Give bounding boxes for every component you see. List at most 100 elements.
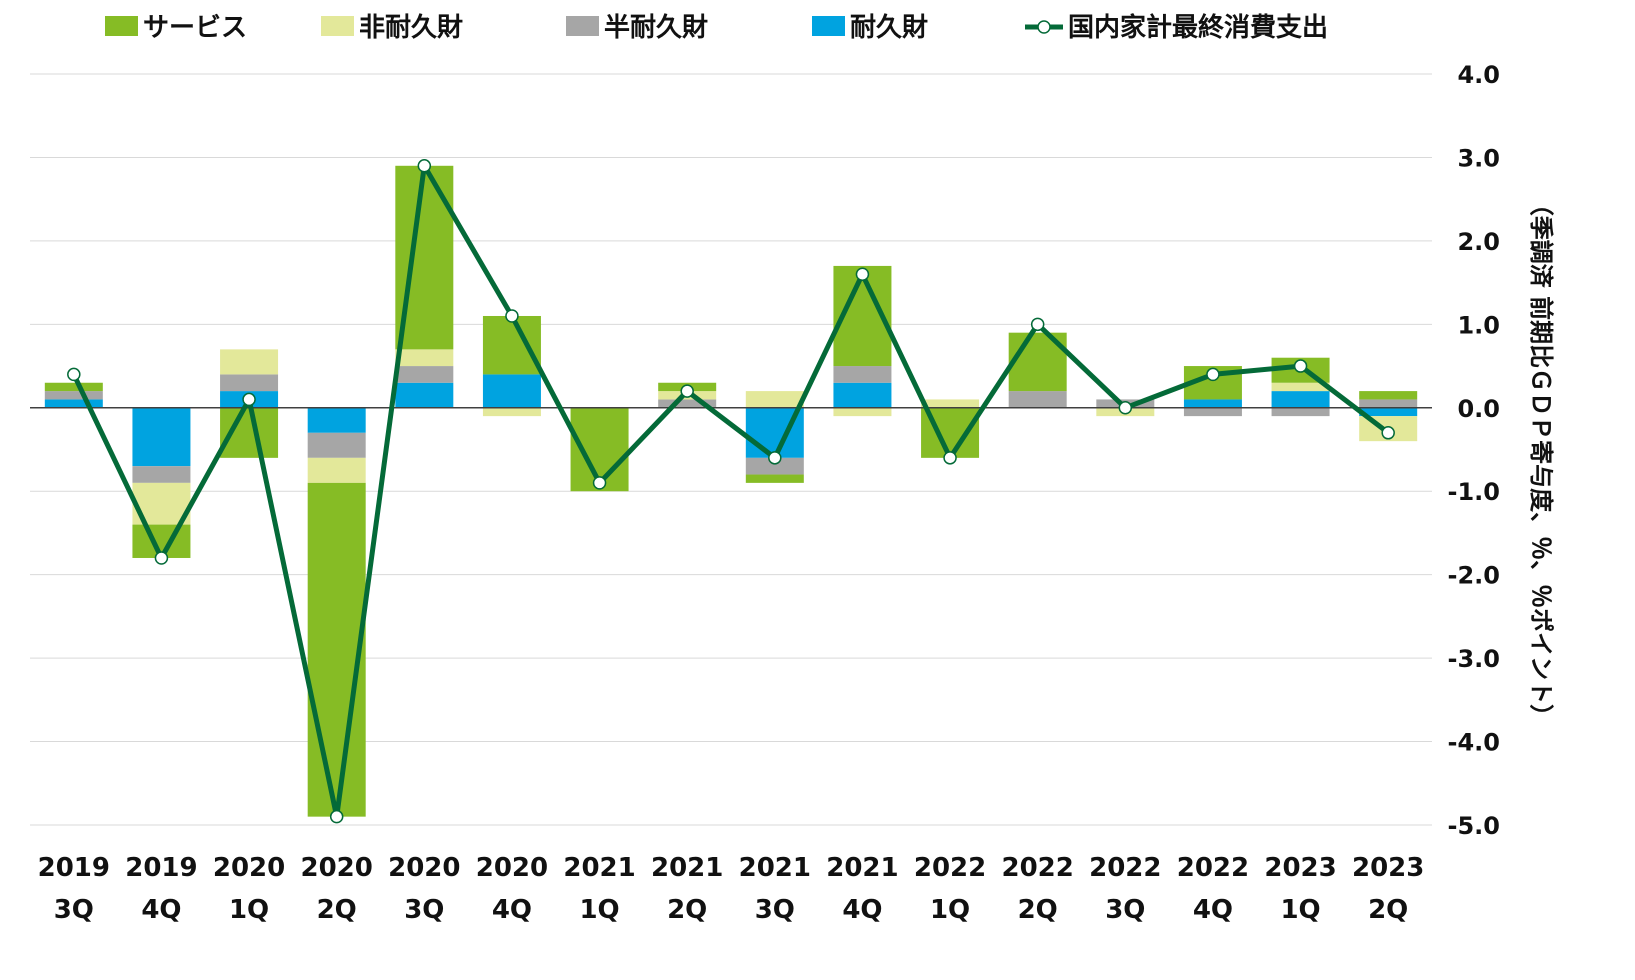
x-tick-quarter: 2Q — [1018, 895, 1058, 925]
y-axis-title: （季調済 前期比ＧＤＰ寄与度、％、％ポイント） — [1527, 192, 1555, 728]
x-tick-year: 2023 — [1264, 853, 1336, 883]
bar-segment — [395, 366, 454, 383]
x-tick-quarter: 1Q — [930, 895, 970, 925]
x-tick-quarter: 3Q — [404, 895, 444, 925]
line-point — [242, 392, 256, 407]
x-tick-quarter: 2Q — [317, 895, 357, 925]
line-point — [1293, 359, 1308, 373]
x-tick-year: 2023 — [1352, 853, 1424, 883]
bar-segment — [44, 399, 103, 408]
line-point — [1206, 367, 1220, 382]
x-tick-year: 2021 — [651, 853, 723, 883]
bar-segment — [482, 407, 541, 417]
bar-segment — [220, 349, 279, 375]
bar-segment — [1008, 391, 1067, 408]
y-tick-label: -4.0 — [1448, 729, 1500, 757]
line-layer — [67, 159, 1395, 824]
x-tick-year: 2020 — [213, 853, 285, 883]
bar-segment — [658, 399, 717, 408]
x-tick-quarter: 4Q — [842, 895, 882, 925]
y-tick-label: -1.0 — [1448, 478, 1500, 506]
bar-segment — [1359, 399, 1418, 408]
x-tick-year: 2021 — [563, 853, 635, 883]
legend-label: 国内家計最終消費支出 — [1068, 12, 1328, 43]
x-tick-quarter: 4Q — [1193, 895, 1233, 925]
line-point — [1030, 317, 1045, 332]
y-tick-label: 1.0 — [1457, 311, 1500, 339]
line-point — [592, 476, 607, 490]
bar-segment — [1271, 382, 1330, 392]
legend-label: サービス — [143, 13, 247, 43]
x-category-labels: 2019 3Q 2019 4Q 2020 1Q 2020 2Q 2020 3Q 2020 4Q 2021… — [38, 853, 1425, 925]
bar-segment — [307, 457, 366, 483]
x-tick-quarter: 2Q — [667, 895, 707, 925]
legend-label: 非耐久財 — [359, 13, 463, 43]
line-point — [1381, 426, 1395, 440]
bar-segment — [307, 407, 366, 433]
y-tick-label: -3.0 — [1448, 645, 1500, 673]
bar-segment — [1359, 407, 1418, 417]
x-tick-year: 2020 — [388, 853, 460, 883]
x-tick-quarter: 4Q — [141, 895, 181, 925]
consumption-line — [71, 163, 1390, 820]
bar-segment — [482, 374, 541, 408]
x-tick-year: 2022 — [914, 853, 986, 883]
bar-segment — [833, 407, 892, 417]
bar-segment — [395, 382, 454, 408]
x-tick-year: 2022 — [1177, 853, 1249, 883]
bar-segment — [745, 391, 804, 408]
x-tick-quarter: 3Q — [1105, 895, 1145, 925]
bar-segment — [482, 315, 541, 375]
bar-segment — [1359, 391, 1418, 400]
x-tick-year: 2019 — [38, 853, 110, 883]
legend-swatch — [812, 16, 845, 36]
line-point — [417, 159, 432, 173]
y-tick-label: 4.0 — [1457, 61, 1500, 89]
y-tick-label: 0.0 — [1457, 395, 1500, 423]
bar-segment — [44, 391, 103, 400]
y-tick-label: -5.0 — [1448, 812, 1500, 840]
y-tick-label: -2.0 — [1448, 562, 1500, 590]
x-tick-quarter: 2Q — [1368, 895, 1408, 925]
bar-segment — [220, 374, 279, 392]
x-tick-quarter: 3Q — [54, 895, 94, 925]
x-tick-year: 2021 — [739, 853, 811, 883]
line-point — [768, 451, 782, 465]
y-axis-title-group: （季調済 前期比ＧＤＰ寄与度、％、％ポイント） — [1527, 192, 1555, 728]
line-point — [855, 267, 870, 282]
grid-layer — [30, 73, 1432, 826]
x-tick-year: 2021 — [826, 853, 898, 883]
bar-segment — [307, 482, 366, 817]
x-tick-year: 2022 — [1002, 853, 1074, 883]
line-point — [154, 551, 169, 565]
y-tick-labels: 4.0 3.0 2.0 1.0 0.0 -1.0 -2.0 -3.0 -4.0 -5.0 — [1448, 61, 1500, 840]
bar-segment — [132, 466, 191, 483]
line-point — [329, 809, 344, 824]
bar-segment — [745, 457, 804, 475]
x-tick-quarter: 3Q — [755, 895, 795, 925]
x-tick-quarter: 1Q — [1280, 895, 1320, 925]
legend-swatch — [321, 16, 354, 36]
bar-segment — [132, 407, 191, 467]
bar-segment — [44, 382, 103, 392]
legend-swatch — [566, 16, 599, 36]
x-tick-year: 2019 — [125, 853, 197, 883]
x-tick-quarter: 4Q — [492, 895, 532, 925]
bar-segment — [307, 432, 366, 458]
line-point — [680, 384, 694, 398]
bar-segment — [1271, 407, 1330, 417]
x-tick-year: 2020 — [476, 853, 548, 883]
bar-segment — [745, 474, 804, 483]
line-point — [943, 451, 957, 465]
legend: サービス 非耐久財 半耐久財 耐久財 国内家計最終消費支出 — [105, 12, 1328, 43]
x-tick-quarter: 1Q — [229, 895, 269, 925]
bar-segment — [1271, 391, 1330, 408]
bar-segment — [833, 382, 892, 408]
y-tick-label: 2.0 — [1457, 228, 1500, 256]
y-tick-label: 3.0 — [1457, 144, 1500, 172]
legend-label: 半耐久財 — [604, 13, 708, 43]
bar-segment — [833, 366, 892, 383]
x-tick-year: 2020 — [301, 853, 373, 883]
